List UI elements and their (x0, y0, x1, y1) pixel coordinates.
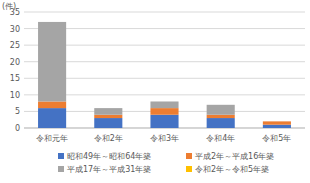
x-tick-label: 令和4年 (206, 134, 235, 143)
x-tick-label: 令和2年 (94, 134, 123, 143)
bar-segment (263, 125, 291, 128)
bar-segment (150, 101, 178, 108)
legend-label: 平成2年～平成16年築 (195, 152, 274, 161)
bar-segment (207, 105, 235, 115)
bar-segment (263, 121, 291, 122)
legend-label: 昭和49年～昭和64年築 (67, 152, 151, 161)
x-tick-label: 令和5年 (262, 134, 291, 143)
y-tick-label: 15 (10, 74, 20, 83)
bar-segment (263, 121, 291, 124)
bar-segment (94, 108, 122, 109)
y-tick-label: 20 (10, 58, 20, 67)
legend-swatch (58, 153, 64, 159)
legend-swatch (186, 153, 192, 159)
grid-line (24, 12, 305, 13)
bar-segment (94, 115, 122, 118)
bar-segment (38, 101, 66, 108)
x-tick-label: 令和3年 (150, 134, 179, 143)
bar-segment (207, 104, 235, 105)
legend-label: 令和2年～令和5年築 (195, 165, 269, 174)
chart: (件)05101520253035令和元年令和2年令和3年令和4年令和5年昭和4… (0, 0, 310, 183)
legend-swatch (186, 166, 192, 172)
bar-segment (263, 121, 291, 122)
y-tick-label: 30 (10, 25, 20, 34)
bar-segment (38, 108, 66, 128)
y-tick-label: 25 (10, 41, 20, 50)
legend-label: 平成17年～平成31年築 (67, 165, 151, 174)
bar-segment (94, 108, 122, 115)
bar-segment (150, 115, 178, 128)
y-tick-label: 5 (15, 107, 20, 116)
bar-segment (207, 115, 235, 118)
bar-segment (150, 101, 178, 102)
bar-segment (150, 108, 178, 115)
bar-segment (38, 21, 66, 22)
bar-segment (38, 22, 66, 102)
y-tick-label: 35 (10, 8, 20, 17)
x-tick-label: 令和元年 (36, 134, 68, 143)
y-tick-label: 10 (10, 91, 20, 100)
legend-swatch (58, 166, 64, 172)
bar-segment (207, 118, 235, 128)
y-tick-label: 0 (15, 124, 20, 133)
bars (38, 22, 291, 128)
bar-segment (94, 118, 122, 128)
